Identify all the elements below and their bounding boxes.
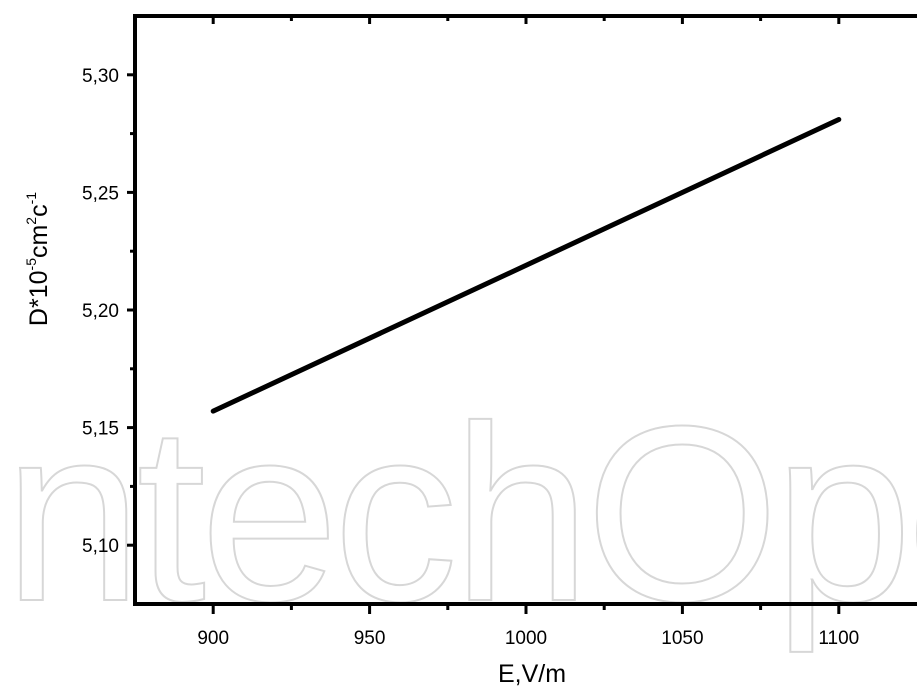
x-tick-label: 1000 (505, 628, 547, 649)
series-line (210, 116, 842, 414)
y-axis-title-exp2: 2 (23, 217, 39, 225)
x-tick-label: 950 (354, 628, 386, 649)
x-tick-label: 900 (197, 628, 229, 649)
x-tick-label: 1100 (818, 628, 859, 649)
y-tick-label: 5,20 (82, 301, 119, 322)
y-tick-label: 5,25 (82, 183, 119, 204)
watermark: IntechOpen (0, 374, 917, 653)
y-axis-title-exp1: -5 (23, 258, 39, 271)
y-axis-title: D*10-5cm2c-1 (23, 192, 53, 326)
y-tick-label: 5,30 (82, 66, 119, 87)
y-axis-title-mid: cm (25, 225, 53, 258)
x-tick-label: 1050 (661, 628, 703, 649)
y-tick-label: 5,10 (82, 536, 119, 557)
axis-ticks (127, 16, 841, 614)
series-group (210, 116, 842, 414)
y-axis-title-mid2: c (25, 204, 53, 217)
x-axis-title: E,V/m (498, 660, 566, 688)
x-tick-labels: 900 950 1000 1050 1100 (197, 628, 859, 649)
y-axis-title-base: D*10 (25, 270, 53, 326)
y-axis-title-exp3: -1 (23, 192, 39, 205)
y-tick-label: 5,15 (82, 419, 119, 440)
y-tick-labels: 5,10 5,15 5,20 5,25 5,30 (82, 66, 119, 557)
